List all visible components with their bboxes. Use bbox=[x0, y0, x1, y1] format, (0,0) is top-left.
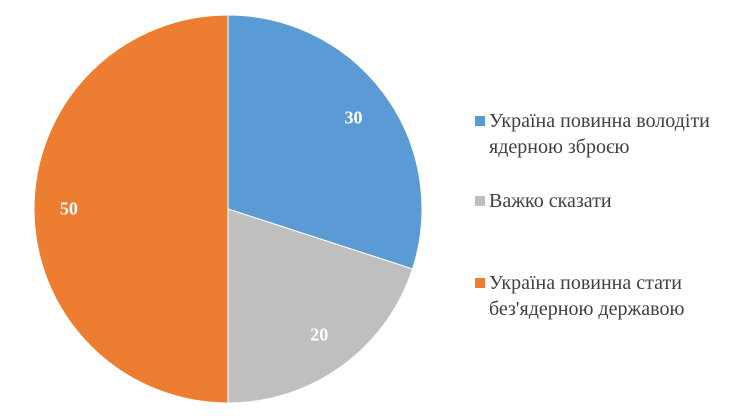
pie-slice-non-nuclear bbox=[33, 14, 229, 404]
legend-item-hard-to-say: Важко сказати bbox=[475, 188, 612, 214]
legend-swatch-icon bbox=[475, 278, 485, 288]
legend-swatch-icon bbox=[475, 196, 485, 206]
legend-label: Україна повинна стати без'ядерною держав… bbox=[489, 272, 685, 320]
data-label-nuclear-weapons: 30 bbox=[344, 107, 363, 128]
legend-label: Важко сказати bbox=[489, 190, 612, 212]
legend-swatch-icon bbox=[475, 116, 485, 126]
chart-legend: Україна повинна володіти ядерною зброєю … bbox=[475, 0, 740, 419]
data-label-non-nuclear: 50 bbox=[59, 198, 78, 219]
legend-item-nuclear-weapons: Україна повинна володіти ядерною зброєю bbox=[475, 108, 710, 160]
pie-slice-hard-to-say bbox=[227, 208, 414, 404]
pie-slice-nuclear-weapons bbox=[227, 14, 423, 270]
legend-label: Україна повинна володіти ядерною зброєю bbox=[489, 110, 710, 158]
legend-item-non-nuclear: Україна повинна стати без'ядерною держав… bbox=[475, 270, 684, 322]
data-label-hard-to-say: 20 bbox=[310, 324, 329, 345]
